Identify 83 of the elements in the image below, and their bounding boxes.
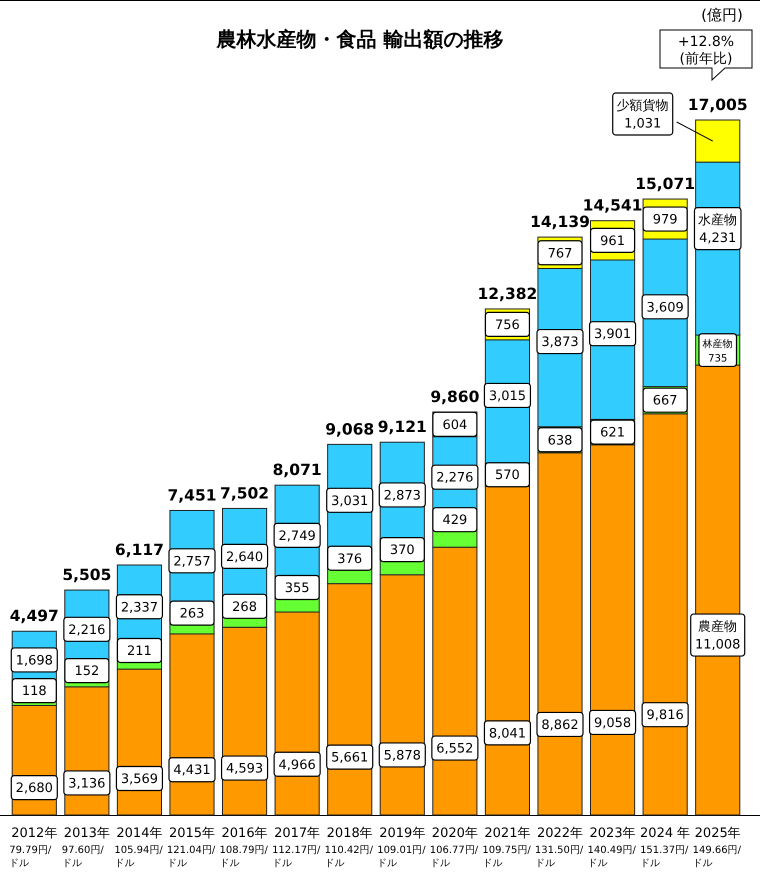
- data-label: 638: [548, 433, 572, 448]
- data-label: 961: [600, 234, 625, 249]
- data-label: 263: [180, 606, 204, 622]
- total-label: 15,071: [635, 175, 696, 194]
- x-tick-label: 2023年 140.49円/ドル: [587, 826, 636, 869]
- x-tick-label: 2022年 131.50円/ドル: [534, 826, 584, 869]
- data-label: 268: [232, 600, 257, 615]
- x-tick-label: 2016年 108.79円/ドル: [219, 826, 268, 869]
- data-label: 3,136: [68, 776, 106, 792]
- data-label: 3,569: [120, 772, 158, 788]
- total-label: 9,068: [325, 420, 374, 438]
- x-tick-label: 2019年 109.01円/ドル: [377, 826, 426, 869]
- data-label: 11,008: [694, 638, 740, 653]
- data-label: 9,058: [594, 716, 632, 731]
- data-label: 6,552: [436, 742, 474, 757]
- data-label: 429: [442, 513, 468, 528]
- data-label: 1,031: [624, 116, 662, 132]
- chart-title: 農林水産物・食品 輸出額の推移: [216, 27, 504, 51]
- data-label: 979: [652, 212, 678, 228]
- x-tick-label: 2025年 149.66円/ドル: [692, 826, 742, 869]
- data-label: 767: [548, 246, 572, 262]
- data-label: 2,337: [120, 600, 158, 616]
- data-label: 152: [74, 664, 100, 680]
- data-label: 4,431: [173, 763, 211, 778]
- total-label: 12,382: [478, 284, 538, 303]
- data-label: 9,816: [646, 708, 684, 724]
- series-label: 農産物: [698, 618, 738, 635]
- data-label: 4,231: [699, 231, 736, 246]
- data-label: 2,873: [384, 488, 421, 504]
- total-label: 4,497: [10, 607, 59, 626]
- data-label: 2,216: [68, 622, 106, 638]
- total-label: 7,502: [220, 484, 270, 502]
- total-label: 8,071: [272, 461, 322, 480]
- total-label: 9,860: [430, 388, 480, 406]
- data-label: 667: [652, 394, 678, 409]
- data-label: 2,640: [226, 550, 264, 565]
- data-label: 756: [495, 318, 520, 333]
- data-label: 8,862: [541, 718, 579, 733]
- text: 少額貨物: [616, 98, 669, 114]
- data-label: 5,878: [384, 748, 421, 764]
- data-label: 2,680: [16, 781, 53, 796]
- x-tick-label: 2018年 110.42円/ドル: [324, 826, 374, 869]
- data-label: 3,015: [488, 388, 526, 404]
- x-tick-label: 2017年 112.17円/ドル: [272, 826, 322, 869]
- series-label: 林産物: [702, 338, 733, 350]
- data-label: 3,609: [646, 300, 684, 316]
- text: (億円): [701, 6, 743, 24]
- x-tick-label: 2012年 79.79円/ドル: [9, 826, 58, 869]
- total-label: 14,541: [582, 196, 642, 215]
- data-label: 118: [22, 684, 47, 700]
- x-tick-label: 2024 年 151.37円/ドル: [640, 826, 690, 869]
- data-label: 2,757: [173, 554, 211, 570]
- x-tick-label: 2015年 121.04円/ドル: [166, 826, 216, 869]
- total-label: 17,005: [688, 96, 748, 114]
- x-tick-label: 2021年 109.75円/ドル: [482, 826, 532, 869]
- data-label: 1,698: [16, 653, 53, 668]
- data-label: 570: [495, 468, 520, 484]
- total-label: 5,505: [62, 566, 112, 584]
- data-label: 3,873: [541, 335, 579, 350]
- x-tick-label: 2014年 105.94円/ドル: [114, 826, 164, 869]
- data-label: 4,966: [278, 758, 316, 773]
- data-label: 4,593: [226, 762, 264, 777]
- series-label: 水産物: [698, 212, 738, 228]
- data-label: 5,661: [331, 750, 368, 766]
- total-label: 9,121: [378, 418, 427, 436]
- data-label: 2,749: [278, 528, 316, 544]
- total-label: 7,451: [167, 486, 217, 504]
- total-label: 6,117: [114, 540, 164, 559]
- data-label: 604: [442, 418, 468, 433]
- data-label: 370: [390, 543, 415, 558]
- data-label: 621: [600, 426, 625, 441]
- data-label: 376: [337, 552, 362, 567]
- data-label: 211: [127, 644, 152, 660]
- x-tick-label: 2013年 97.60円/ドル: [62, 826, 110, 869]
- data-label: 2,276: [436, 470, 474, 486]
- data-label: 355: [284, 581, 310, 596]
- x-tick-label: 2020年 106.77円/ドル: [430, 826, 479, 869]
- data-label: 735: [708, 353, 728, 364]
- text: +12.8% (前年比): [678, 34, 734, 67]
- data-label: 3,901: [594, 327, 632, 342]
- total-label: 14,139: [530, 213, 590, 232]
- data-label: 3,031: [331, 494, 368, 509]
- data-label: 8,041: [488, 726, 526, 742]
